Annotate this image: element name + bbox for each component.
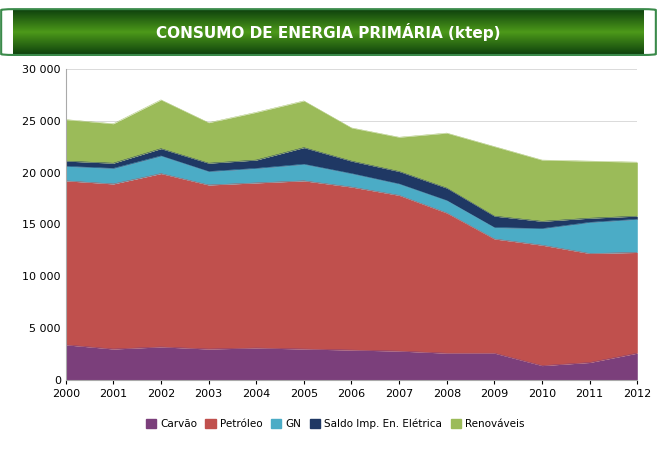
Legend: Carvão, Petróleo, GN, Saldo Imp. En. Elétrica, Renováveis: Carvão, Petróleo, GN, Saldo Imp. En. Elé… bbox=[141, 414, 529, 433]
Text: CONSUMO DE ENERGIA PRIMÁRIA (ktep): CONSUMO DE ENERGIA PRIMÁRIA (ktep) bbox=[156, 23, 501, 41]
